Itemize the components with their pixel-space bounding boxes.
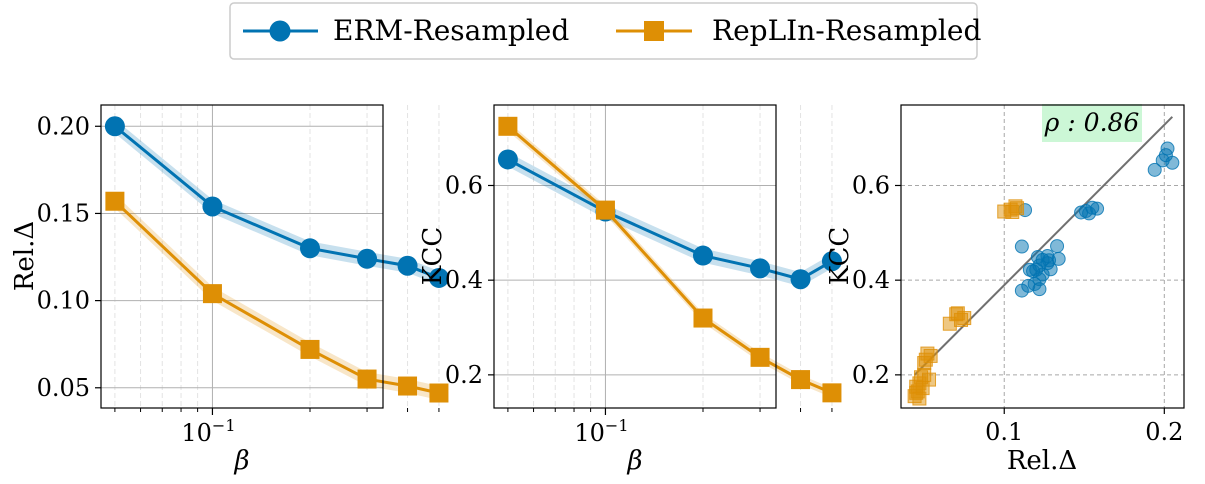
data-point-replin: [595, 200, 615, 220]
legend-marker-replin: [644, 21, 664, 41]
plot-frame: [493, 104, 777, 409]
data-point-replin: [750, 347, 770, 367]
y-tick-label: 0.6: [445, 171, 483, 199]
ci-band-replin: [507, 121, 832, 398]
data-point-replin: [357, 369, 377, 389]
regression-line: [913, 116, 1174, 376]
confidence-bands: [507, 121, 832, 398]
plot-frame: [900, 104, 1185, 409]
data-point-replin: [498, 116, 518, 136]
scatter-point-erm: [1032, 282, 1047, 297]
data-point-replin: [105, 191, 125, 211]
data-point-replin: [822, 383, 842, 403]
grid-layer: [494, 105, 833, 408]
data-point-erm: [692, 245, 713, 266]
data-point-replin: [300, 339, 320, 359]
rho-annotation: ρ : 0.86: [1042, 104, 1142, 142]
y-tick-label: 0.4: [445, 266, 483, 294]
scatter-point-replin: [917, 356, 932, 371]
legend: ERM-Resampled RepLIn-Resampled: [229, 2, 981, 60]
y-tick-label: 0.4: [852, 266, 890, 294]
data-point-erm: [202, 196, 223, 217]
scatter-point-replin: [912, 391, 927, 406]
data-point-erm: [497, 149, 518, 170]
tick-layer: 10−1 0.05 0.10 0.15 0.20: [37, 112, 440, 447]
y-tick-label: 0.10: [37, 287, 90, 315]
data-point-erm: [397, 255, 418, 276]
fit-line-layer: [913, 116, 1174, 376]
series-layer: [907, 125, 1180, 406]
x-tick-label: 10−1: [181, 416, 235, 447]
ci-band-replin: [114, 194, 439, 400]
scatter-point-replin: [950, 306, 965, 321]
x-axis-label: Rel.Δ: [1007, 446, 1077, 476]
x-axis-label: β: [233, 446, 249, 476]
data-point-erm: [104, 116, 125, 137]
scatter-point-erm: [1147, 162, 1162, 177]
tick-layer: 0.1 0.2 0.2 0.4 0.6: [852, 171, 1184, 446]
y-tick-label: 0.6: [852, 171, 890, 199]
data-point-replin: [398, 376, 418, 396]
x-axis-label: β: [626, 446, 642, 476]
y-tick-label: 0.2: [852, 361, 890, 389]
confidence-bands: [114, 119, 439, 400]
data-point-erm: [790, 269, 811, 290]
scatter-point-erm: [1158, 148, 1173, 163]
data-point-replin: [693, 308, 713, 328]
series-line-erm: [507, 158, 833, 281]
plot-frame: [100, 104, 384, 409]
data-point-replin: [429, 383, 449, 403]
series-layer: [497, 116, 842, 403]
scatter-point-replin: [1008, 199, 1023, 214]
data-point-erm: [357, 248, 378, 269]
data-point-erm: [821, 251, 842, 272]
y-axis-label: KCC: [418, 227, 448, 286]
y-tick-label: 0.2: [445, 361, 483, 389]
scatter-point-erm: [1050, 239, 1065, 254]
legend-label-erm: ERM-Resampled: [333, 14, 569, 47]
x-tick-label: 0.1: [985, 418, 1023, 446]
y-tick-label: 0.15: [37, 199, 90, 227]
subplot-kcc-vs-beta: 10−1 0.2 0.4 0.6 β KCC: [418, 104, 842, 476]
series-line-replin: [506, 125, 833, 395]
subplot-rel-delta-vs-beta: 10−1 0.05 0.10 0.15 0.20 β Rel.Δ: [10, 104, 449, 476]
y-axis-label: Rel.Δ: [10, 221, 40, 291]
legend-marker-erm: [269, 20, 291, 42]
y-tick-label: 0.20: [37, 112, 90, 140]
legend-item-replin: RepLIn-Resampled: [616, 14, 981, 47]
scatter-point-erm: [1074, 205, 1089, 220]
scatter-point-erm: [1014, 239, 1029, 254]
x-tick-label: 0.2: [1145, 418, 1183, 446]
legend-frame: [229, 2, 978, 60]
ci-band-erm: [114, 119, 439, 285]
data-point-erm: [750, 258, 771, 279]
y-tick-label: 0.05: [37, 374, 90, 402]
tick-layer: 10−1 0.2 0.4 0.6: [445, 171, 833, 447]
y-axis-label: KCC: [825, 227, 855, 286]
scatter-point-erm: [1035, 252, 1050, 267]
data-point-replin: [202, 284, 222, 304]
data-point-replin: [791, 370, 811, 390]
series-layer: [104, 116, 449, 403]
legend-item-erm: ERM-Resampled: [243, 14, 569, 47]
x-tick-label: 10−1: [574, 416, 628, 447]
rho-annotation-box: [1042, 104, 1142, 142]
legend-label-replin: RepLIn-Resampled: [712, 14, 981, 47]
data-point-erm: [299, 238, 320, 259]
data-point-erm: [428, 267, 449, 288]
subplot-kcc-vs-rel-delta: ρ : 0.86 0.1 0.2 0.2 0.4 0.6 Rel.Δ KCC: [825, 104, 1185, 476]
rho-annotation-text: ρ : 0.86: [1044, 108, 1140, 137]
series-line-erm: [113, 125, 440, 280]
